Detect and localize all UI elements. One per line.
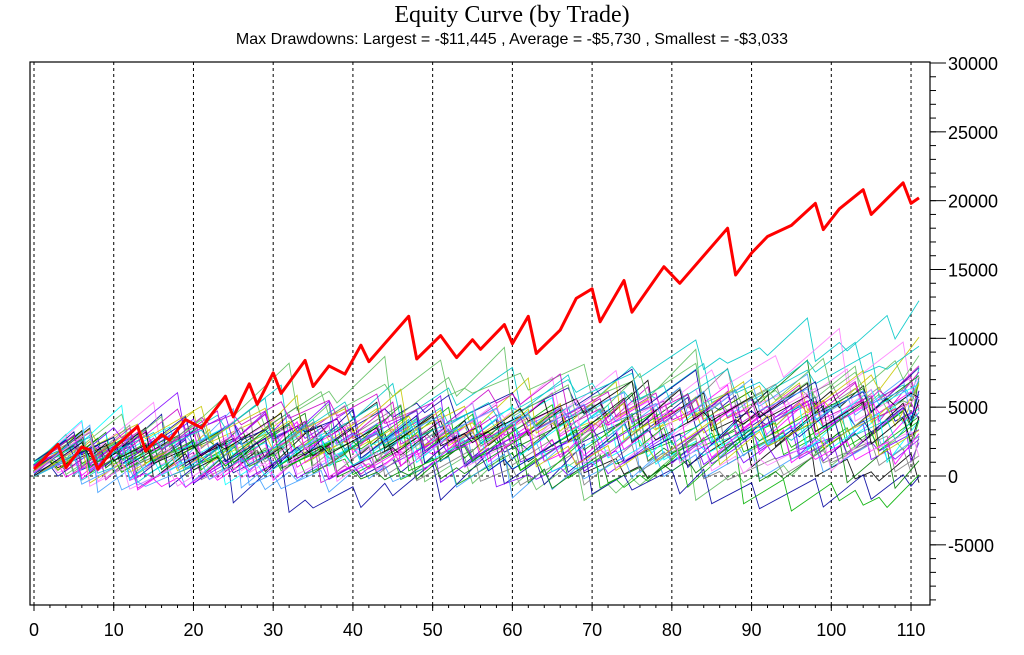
- simulation-line: [33, 429, 920, 488]
- simulation-line: [33, 398, 920, 490]
- x-tick-label: 90: [742, 620, 762, 640]
- simulation-line: [33, 378, 920, 491]
- simulation-line: [33, 346, 920, 462]
- y-tick-label: 20000: [948, 192, 998, 212]
- y-tick-label: -5000: [948, 536, 994, 556]
- simulation-line: [33, 365, 920, 469]
- y-tick-label: 30000: [948, 54, 998, 74]
- x-tick-label: 80: [662, 620, 682, 640]
- chart-title: Equity Curve (by Trade): [394, 2, 630, 28]
- x-tick-label: 20: [183, 620, 203, 640]
- x-tick-label: 50: [423, 620, 443, 640]
- highlight-series-layer: [32, 181, 920, 471]
- simulation-line: [33, 405, 920, 512]
- x-tick-label: 30: [263, 620, 283, 640]
- highlight-equity-line: [32, 181, 920, 471]
- x-tick-label: 40: [343, 620, 363, 640]
- y-tick-label: 10000: [948, 329, 998, 349]
- simulation-line: [33, 390, 920, 473]
- simulation-line: [33, 369, 920, 484]
- axes-layer: 0 10 20 30 40 50 60 70 80 90 100 110 -5000 0 5000 10000…: [29, 54, 998, 640]
- simulation-line: [33, 351, 920, 484]
- x-tick-label: 100: [816, 620, 846, 640]
- simulation-line: [33, 423, 920, 490]
- x-tick-label: 10: [104, 620, 124, 640]
- simulation-line: [33, 379, 920, 473]
- simulation-line: [33, 424, 920, 499]
- simulation-line: [33, 406, 920, 491]
- x-tick-label: 110: [897, 620, 926, 640]
- y-tick-label: 0: [948, 467, 958, 487]
- y-tick-label: 5000: [948, 398, 988, 418]
- chart-subtitle: Max Drawdowns: Largest = -$11,445 , Aver…: [235, 31, 789, 48]
- simulation-line: [33, 359, 920, 477]
- grid-layer: [30, 62, 930, 605]
- plot-frame: [29, 61, 931, 606]
- y-tick-label: 15000: [948, 261, 998, 281]
- simulation-lines: [33, 300, 920, 514]
- x-tick-label: 60: [502, 620, 522, 640]
- x-tick-label: 70: [582, 620, 602, 640]
- simulation-line: [33, 388, 920, 472]
- y-tick-label: 25000: [948, 123, 998, 143]
- simulation-line: [33, 401, 920, 486]
- x-tick-label: 0: [29, 620, 39, 640]
- simulation-line: [33, 367, 920, 481]
